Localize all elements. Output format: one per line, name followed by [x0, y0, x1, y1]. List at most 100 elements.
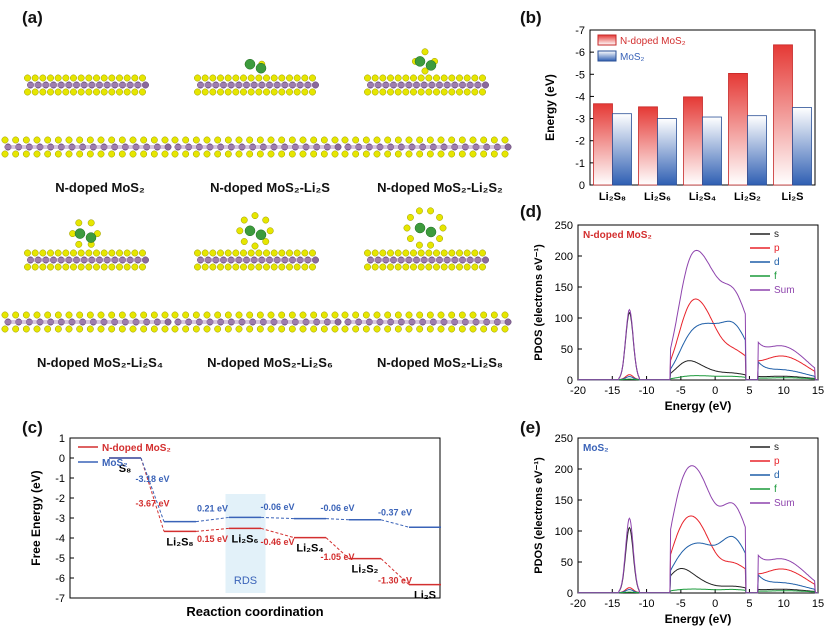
rds-label: RDS [234, 575, 257, 587]
panel-label-e: (e) [520, 418, 541, 437]
sulfur-atom [108, 88, 116, 96]
sulfur-atom [192, 325, 200, 333]
panel-label-d: (d) [520, 202, 542, 221]
sulfur-atom [371, 263, 379, 271]
sulfur-atom [440, 263, 448, 271]
pdos-line-p [578, 298, 818, 381]
sulfur-atom [39, 74, 47, 82]
sulfur-atom [129, 325, 137, 333]
bar-ndoped [728, 73, 748, 186]
sulfur-atom [373, 136, 381, 144]
sulfur-atom [97, 325, 105, 333]
x-tick-label: -5 [676, 385, 686, 397]
sulfur-atom [371, 249, 379, 257]
sulfur-atom [309, 88, 316, 96]
sulfur-atom [341, 136, 349, 144]
bar-ndoped [638, 106, 658, 186]
sulfur-atom [293, 88, 301, 96]
energy-annotation: -3.67 eV [135, 499, 169, 509]
sulfur-atom [24, 88, 31, 96]
sulfur-atom [139, 249, 146, 257]
sulfur-atom [341, 150, 349, 158]
sulfur-atom [246, 150, 254, 158]
y-tick-label: -2 [55, 493, 65, 505]
sulfur-atom [139, 263, 146, 271]
sulfur-atom [182, 136, 190, 144]
lithium-atom [414, 222, 426, 234]
sulfur-atom [31, 88, 39, 96]
sulfur-atom [263, 263, 270, 271]
sulfur-atom [150, 150, 158, 158]
sulfur-atom [85, 263, 93, 271]
sulfur-atom [448, 249, 456, 257]
sulfur-atom [410, 263, 417, 271]
sulfur-atom [33, 150, 41, 158]
sulfur-atom [421, 48, 429, 56]
structure-caption-6: N-doped MoS₂-Li₂S₈ [377, 355, 503, 370]
sulfur-atom [373, 311, 381, 319]
sulfur-atom [293, 74, 301, 82]
legend-label: Sum [774, 285, 795, 296]
energy-annotation: 0.15 eV [197, 534, 228, 544]
sulfur-atom [417, 263, 425, 271]
sulfur-atom [362, 311, 370, 319]
sulfur-atom [501, 150, 509, 158]
sulfur-atom [201, 249, 209, 257]
sulfur-atom [70, 88, 77, 96]
sulfur-atom [371, 88, 379, 96]
category-label: Li₂S₂ [734, 191, 761, 203]
mos2-slab-top [364, 249, 489, 271]
sulfur-atom [263, 249, 270, 257]
sulfur-atom [426, 136, 434, 144]
sulfur-atom [364, 249, 371, 257]
x-tick-label: -10 [639, 385, 655, 397]
x-tick-label: -10 [639, 598, 655, 610]
sulfur-atom [426, 150, 434, 158]
sulfur-atom [362, 136, 370, 144]
sulfur-atom [373, 150, 381, 158]
sulfur-atom [456, 263, 463, 271]
sulfur-atom [214, 325, 222, 333]
mo-atom [164, 143, 172, 151]
bar-mos2 [792, 107, 812, 186]
energy-annotation: 0.21 eV [197, 504, 228, 514]
y-tick-label: 150 [555, 495, 573, 507]
step-label: Li₂S₂ [352, 564, 379, 576]
sulfur-atom [123, 88, 131, 96]
legend-label: p [774, 243, 780, 254]
mos2-slab-top [194, 249, 319, 271]
step-label: Li₂S₆ [232, 533, 259, 545]
sulfur-atom [288, 325, 296, 333]
sulfur-atom [203, 311, 211, 319]
sulfur-atom [417, 74, 425, 82]
connector-ndoped [195, 527, 230, 532]
adsorbate-cluster [69, 219, 101, 248]
y-axis-label: PDOS (electrons eV⁻¹) [533, 244, 545, 361]
sulfur-atom [108, 311, 116, 319]
mos2-slab-bottom [171, 311, 342, 333]
sulfur-atom [479, 88, 486, 96]
sulfur-atom [440, 74, 448, 82]
sulfur-atom [299, 150, 307, 158]
sulfur-atom [352, 136, 360, 144]
sulfur-atom [437, 150, 445, 158]
sulfur-atom [192, 150, 200, 158]
sulfur-atom [320, 311, 328, 319]
x-axis-label: Reaction coordination [186, 604, 323, 619]
sulfur-atom [192, 136, 200, 144]
connector-ndoped [380, 558, 410, 585]
sulfur-atom [448, 74, 456, 82]
bar-ndoped [593, 103, 613, 186]
sulfur-atom [217, 88, 224, 96]
sulfur-atom [417, 249, 425, 257]
sulfur-atom [456, 88, 463, 96]
legend-swatch-ndoped [597, 34, 617, 46]
sulfur-atom [131, 88, 139, 96]
sulfur-atom [12, 311, 20, 319]
x-tick-label: 10 [778, 598, 790, 610]
sulfur-atom [247, 249, 255, 257]
sulfur-atom [54, 88, 62, 96]
sulfur-atom [471, 88, 479, 96]
sulfur-atom [65, 136, 73, 144]
sulfur-atom [437, 136, 445, 144]
